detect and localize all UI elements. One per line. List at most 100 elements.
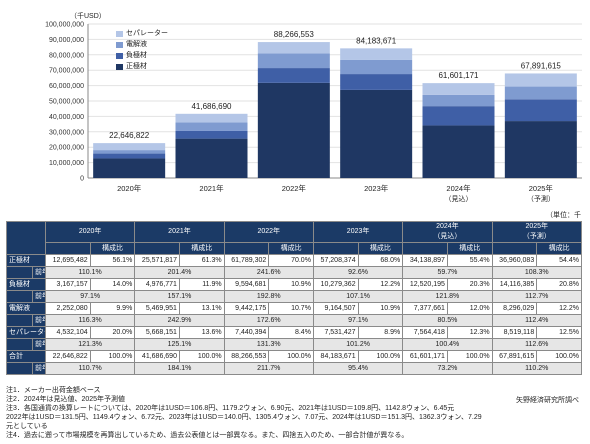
ratio-cell: 10.7% — [268, 302, 314, 315]
data-table: 2020年 2021年 2022年 2023年 2024年 （見込） 2025年 （予測） 構成… — [6, 221, 583, 375]
row-label: 電解液 — [6, 302, 46, 315]
bar-segment — [93, 143, 166, 151]
bar-segment — [175, 122, 248, 131]
ratio-cell: 12.2% — [357, 278, 404, 291]
yoy-cell: 59.7% — [402, 266, 493, 279]
x-category-label: 2025年 — [529, 183, 554, 193]
ratio-cell: 9.9% — [89, 302, 136, 315]
table-yoy-row: 前年比116.3%242.9%172.6%97.1%80.5%112.4% — [6, 314, 583, 327]
value-cell: 7,564,418 — [402, 326, 448, 339]
yoy-label: 前年比 — [32, 338, 46, 351]
ratio-cell: 13.6% — [178, 326, 225, 339]
ratio-cell: 8.9% — [357, 326, 404, 339]
year-label: 2025年 — [525, 223, 549, 230]
ratio-cell: 55.4% — [446, 254, 493, 267]
ratio-cell: 20.0% — [89, 326, 136, 339]
ratio-cell: 61.3% — [178, 254, 225, 267]
yoy-label: 前年比 — [32, 362, 46, 375]
yoy-cell: 92.6% — [312, 266, 404, 279]
ratio-cell: 100.0% — [536, 350, 582, 363]
year-label: 2024年 — [436, 223, 459, 230]
year-header: 2024年 （見込） — [402, 221, 493, 243]
ratio-subheader: 構成比 — [89, 242, 136, 255]
yoy-cell: 101.2% — [312, 338, 404, 351]
yoy-cell: 121.8% — [402, 290, 493, 303]
y-tick-label: 20,000,000 — [49, 145, 84, 152]
y-tick-label: 40,000,000 — [49, 114, 84, 121]
bar-segment — [257, 68, 330, 83]
value-subheader — [134, 242, 180, 255]
bar-segment — [422, 125, 495, 178]
bar-segment — [504, 86, 577, 100]
x-category-sublabel: （見込） — [445, 194, 473, 203]
bar-segment — [340, 48, 413, 60]
bar-segment — [93, 150, 166, 154]
bar-segment — [504, 73, 577, 87]
bar-total-label: 84,183,671 — [356, 36, 397, 45]
ratio-subheader: 構成比 — [446, 242, 493, 255]
yoy-label: 前年比 — [32, 290, 46, 303]
value-cell: 57,208,374 — [312, 254, 359, 267]
row-label-spacer — [6, 338, 33, 351]
value-cell: 8,519,118 — [491, 326, 538, 339]
legend-swatch — [116, 30, 123, 37]
row-label-spacer — [6, 266, 33, 279]
y-tick-label: 100,000,000 — [45, 22, 84, 29]
x-category-label: 2020年 — [117, 183, 142, 193]
table-row: 負極材 3,167,157 14.0% 4,976,771 11.9% 9,594,681… — [6, 278, 582, 291]
ratio-cell: 100.0% — [89, 350, 136, 363]
value-cell: 61,601,171 — [402, 350, 448, 363]
yoy-cell: 157.1% — [134, 290, 225, 303]
yoy-cell: 241.6% — [223, 266, 314, 279]
y-tick-label: 50,000,000 — [49, 99, 84, 106]
value-cell: 34,138,897 — [402, 254, 448, 267]
value-cell: 3,167,157 — [45, 278, 91, 291]
footnote-line: 注4．過去に遡って市場規模を再算出しているため、過去公表値とは一部異なる。また、… — [6, 432, 409, 439]
legend-item: 正極材 — [116, 61, 168, 72]
value-cell: 4,532,104 — [45, 326, 91, 339]
ratio-cell: 14.0% — [89, 278, 136, 291]
bar-segment — [340, 89, 413, 178]
yoy-cell: 172.6% — [223, 314, 314, 327]
yoy-cell: 242.9% — [134, 314, 225, 327]
value-subheader — [312, 242, 359, 255]
ratio-cell: 8.4% — [268, 326, 314, 339]
bar-total-label: 67,891,615 — [521, 61, 562, 70]
legend-label: 負極材 — [126, 52, 147, 59]
x-category-label: 2022年 — [282, 183, 307, 193]
chart-legend: セパレーター 電解液 負極材 正極材 — [116, 28, 168, 72]
bar-segment — [175, 113, 248, 123]
row-label-spacer — [6, 314, 33, 327]
row-label: 正極材 — [6, 254, 46, 267]
bar-segment — [257, 82, 330, 178]
value-cell: 10,279,362 — [312, 278, 359, 291]
table-yoy-row: 前年比121.3%125.1%131.3%101.2%100.4%112.6% — [6, 338, 583, 351]
yoy-cell: 211.7% — [223, 362, 314, 375]
legend-swatch — [116, 63, 123, 70]
yoy-cell: 201.4% — [134, 266, 225, 279]
yoy-cell: 107.1% — [312, 290, 404, 303]
ratio-subheader: 構成比 — [268, 242, 314, 255]
bar-segment — [257, 42, 330, 54]
ratio-subheader: 構成比 — [178, 242, 225, 255]
yoy-cell: 112.4% — [491, 314, 583, 327]
ratio-cell: 100.0% — [446, 350, 493, 363]
bar-total-label: 61,601,171 — [438, 71, 479, 80]
year-header: 2025年 （予測） — [491, 221, 583, 243]
value-subheader — [491, 242, 538, 255]
value-cell: 7,377,661 — [402, 302, 448, 315]
table-yoy-row: 前年比110.7%184.1%211.7%95.4%73.2%110.2% — [6, 362, 583, 375]
x-category-sublabel: （予測） — [527, 194, 555, 203]
table-row: 電解液 2,252,080 9.9% 5,469,951 13.1% 9,442,175 1… — [6, 302, 582, 315]
yoy-cell: 112.6% — [491, 338, 583, 351]
table-yoy-row: 前年比110.1%201.4%241.6%92.6%59.7%108.3% — [6, 266, 583, 279]
value-cell: 25,571,817 — [134, 254, 180, 267]
year-header: 2022年 — [223, 221, 314, 243]
y-tick-label: 60,000,000 — [49, 83, 84, 90]
bar-segment — [504, 121, 577, 178]
footnote-line: 注1．メーカー出荷金額ベース — [6, 387, 101, 394]
bar-segment — [422, 94, 495, 107]
table-corner-cell — [6, 221, 46, 255]
yoy-cell: 131.3% — [223, 338, 314, 351]
table-yoy-row: 前年比97.1%157.1%192.8%107.1%121.8%112.7% — [6, 290, 583, 303]
